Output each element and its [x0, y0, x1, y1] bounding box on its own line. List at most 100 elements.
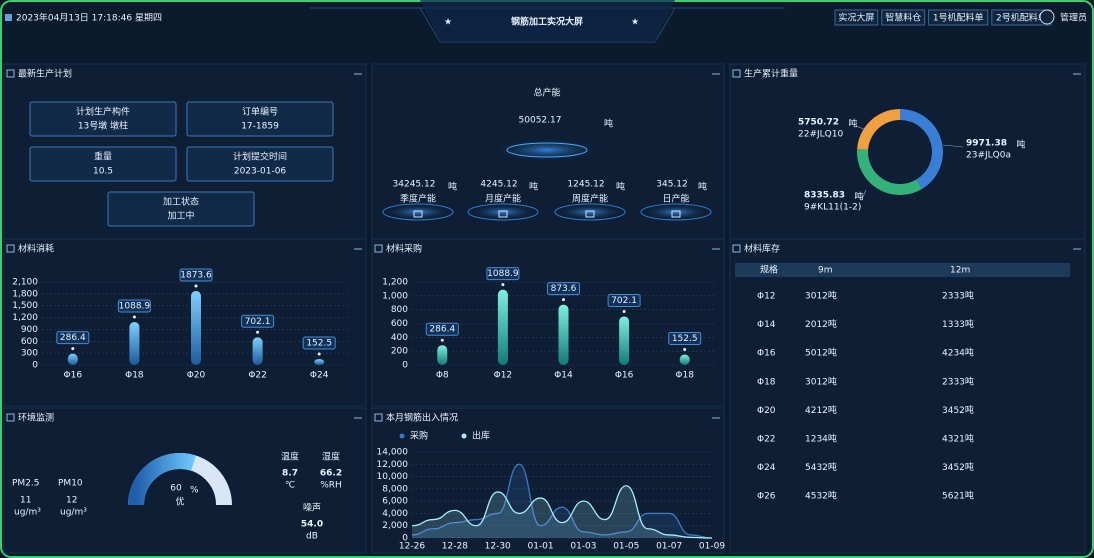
value-dot — [562, 298, 565, 302]
bar — [252, 337, 263, 365]
value-label: 1088.9 — [487, 269, 519, 279]
value-dot — [256, 330, 260, 334]
capacity-value: 1245.12 — [567, 180, 604, 190]
capacity-label: 月度产能 — [485, 193, 521, 205]
donut-segment — [900, 109, 944, 189]
field-label: 加工状态 — [163, 196, 199, 208]
y-tick-label: 0 — [402, 361, 408, 371]
table-cell: Φ16 — [757, 349, 776, 359]
table-cell: 4212吨 — [805, 404, 837, 416]
unit: ug/m³ — [14, 508, 41, 518]
pm-label: PM10 — [58, 479, 83, 489]
value-badge — [425, 322, 459, 336]
legend-label: 出库 — [472, 430, 490, 442]
capacity-label: 周度产能 — [572, 193, 608, 205]
field-label: 订单编号 — [242, 106, 278, 118]
table-cell: Φ14 — [757, 320, 776, 330]
gauge-value — [128, 453, 197, 506]
env-value: 8.7 — [282, 469, 298, 479]
unit: %RH — [320, 481, 342, 491]
y-tick-label: 300 — [21, 349, 38, 359]
bar — [437, 345, 448, 365]
panel-title: 环境监测 — [18, 412, 54, 424]
value-label: 286.4 — [429, 325, 455, 335]
value-label: 702.1 — [245, 317, 271, 327]
platform — [382, 203, 454, 221]
column-header: 规格 — [760, 264, 778, 276]
panel-icon — [6, 413, 15, 422]
table-cell: 2333吨 — [942, 375, 974, 387]
leader-line — [942, 144, 964, 148]
x-tick-label: Φ18 — [675, 371, 694, 381]
unit: ℃ — [285, 481, 295, 491]
unit: 吨 — [448, 181, 457, 193]
table-cell: Φ18 — [757, 377, 776, 387]
env-value: 66.2 — [320, 469, 342, 479]
value-label: 1873.6 — [180, 270, 212, 280]
x-tick-label: 01-09 — [699, 542, 725, 552]
x-tick-label: Φ16 — [615, 371, 634, 381]
panel-icon — [6, 69, 15, 78]
table-cell: 4532吨 — [805, 490, 837, 502]
table-cell: Φ12 — [757, 292, 776, 302]
field-value: 加工中 — [167, 210, 194, 222]
table-cell: 4234吨 — [942, 347, 974, 359]
line — [411, 463, 713, 539]
panel-title: 材料消耗 — [18, 243, 54, 255]
panel — [3, 407, 367, 554]
table-cell: Φ26 — [757, 492, 776, 502]
value-label: 152.5 — [306, 338, 332, 348]
pm-label: PM2.5 — [12, 479, 40, 489]
capacity-value: 345.12 — [656, 180, 688, 190]
unit: ug/m³ — [60, 508, 87, 518]
total-value: 50052.17 — [519, 116, 562, 126]
y-tick-label: 6,000 — [382, 497, 408, 507]
y-tick-label: 4,000 — [382, 509, 408, 519]
bar — [314, 358, 325, 365]
x-tick-label: 12-26 — [399, 542, 425, 552]
value-badge — [668, 331, 702, 345]
value-badge — [302, 336, 336, 350]
y-tick-label: 2,000 — [382, 521, 408, 531]
table-cell: 3012吨 — [805, 290, 837, 302]
user-avatar[interactable] — [1039, 9, 1055, 25]
y-tick-label: 600 — [391, 319, 408, 329]
y-tick-label: 12,000 — [377, 460, 409, 470]
value-dot — [132, 315, 136, 319]
nav-button[interactable] — [881, 9, 926, 26]
y-tick-label: 10,000 — [377, 472, 409, 482]
table-cell: Φ24 — [757, 463, 776, 473]
donut-segment — [857, 149, 923, 196]
y-tick-label: 400 — [391, 333, 408, 343]
table-cell: 5012吨 — [805, 347, 837, 359]
leader-line — [855, 125, 867, 131]
nav-label: 1号机配料单 — [933, 12, 984, 24]
nav-button[interactable] — [928, 9, 989, 26]
nav-label: 智慧料仓 — [885, 12, 921, 24]
gauge-value-label: 60 — [170, 484, 182, 494]
plan-field — [107, 191, 255, 227]
value-label: 873.6 — [551, 284, 577, 294]
nav-button[interactable] — [834, 9, 879, 26]
panel-title: 本月钢筋出入情况 — [386, 412, 458, 424]
glow — [492, 138, 602, 162]
header-bg — [420, 0, 675, 42]
area — [412, 464, 712, 538]
unit: 吨 — [529, 181, 538, 193]
unit: dB — [306, 532, 318, 542]
env-label: 温度 — [281, 451, 299, 463]
platform — [467, 203, 539, 221]
legend-label: 采购 — [410, 430, 428, 442]
value-dot — [622, 309, 626, 313]
value-dot — [683, 347, 687, 351]
field-value: 10.5 — [93, 167, 113, 177]
unit: 吨 — [848, 118, 857, 130]
x-tick-label: 12-28 — [442, 542, 468, 552]
env-label: 噪声 — [303, 502, 321, 514]
y-tick-label: 800 — [391, 305, 408, 315]
y-tick-label: 1,000 — [382, 291, 408, 301]
platform-icon — [498, 210, 508, 218]
y-tick-label: 2,100 — [12, 278, 38, 288]
table-cell: 1333吨 — [942, 318, 974, 330]
